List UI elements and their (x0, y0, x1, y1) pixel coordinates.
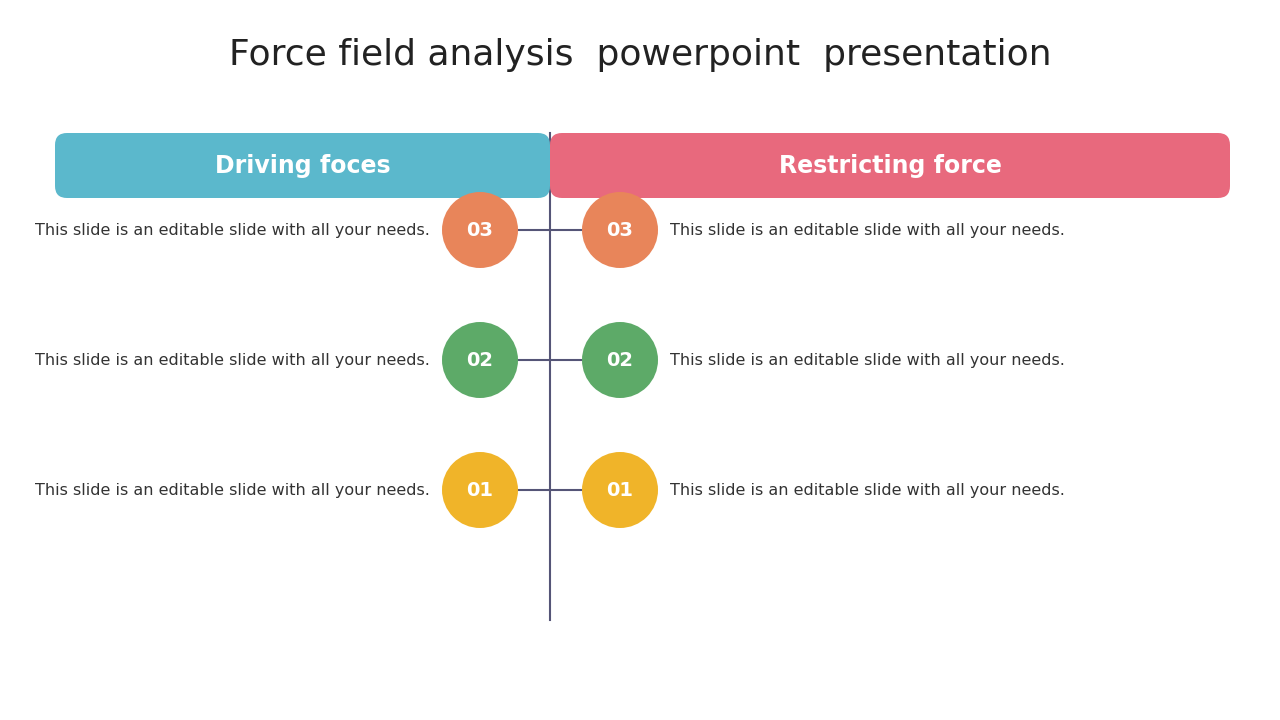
Text: This slide is an editable slide with all your needs.: This slide is an editable slide with all… (35, 353, 430, 367)
Text: 01: 01 (607, 480, 634, 500)
Text: This slide is an editable slide with all your needs.: This slide is an editable slide with all… (669, 482, 1065, 498)
Text: 03: 03 (607, 220, 634, 240)
Ellipse shape (582, 452, 658, 528)
Text: 02: 02 (466, 351, 494, 369)
Ellipse shape (582, 322, 658, 398)
Text: Driving foces: Driving foces (215, 153, 390, 178)
Ellipse shape (442, 452, 518, 528)
Ellipse shape (442, 192, 518, 268)
Text: Restricting force: Restricting force (778, 153, 1001, 178)
Text: 01: 01 (466, 480, 494, 500)
Text: This slide is an editable slide with all your needs.: This slide is an editable slide with all… (35, 222, 430, 238)
Ellipse shape (582, 192, 658, 268)
Text: This slide is an editable slide with all your needs.: This slide is an editable slide with all… (35, 482, 430, 498)
Text: Force field analysis  powerpoint  presentation: Force field analysis powerpoint presenta… (229, 38, 1051, 72)
Text: 03: 03 (467, 220, 493, 240)
Ellipse shape (442, 322, 518, 398)
FancyBboxPatch shape (55, 133, 550, 198)
Text: 02: 02 (607, 351, 634, 369)
FancyBboxPatch shape (550, 133, 1230, 198)
Text: This slide is an editable slide with all your needs.: This slide is an editable slide with all… (669, 353, 1065, 367)
Text: This slide is an editable slide with all your needs.: This slide is an editable slide with all… (669, 222, 1065, 238)
